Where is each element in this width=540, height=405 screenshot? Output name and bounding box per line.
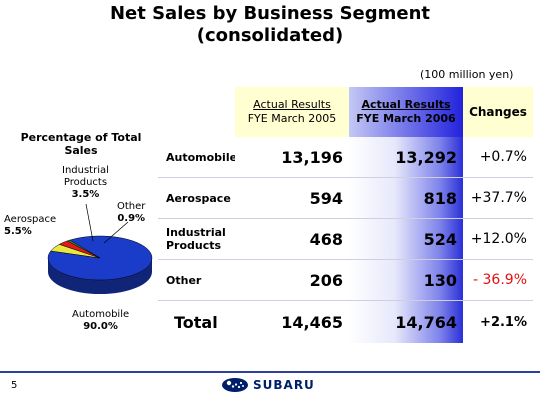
value-fy2005: 13,196 xyxy=(235,137,349,177)
segment-label: Industrial Products xyxy=(166,226,226,252)
header-fy2006: Actual Results FYE March 2006 xyxy=(349,87,463,137)
brand-name: SUBARU xyxy=(253,378,315,392)
total-fy2005: 14,465 xyxy=(235,301,349,343)
value-fy2005: 468 xyxy=(235,219,349,259)
pie-leader-line xyxy=(85,203,94,242)
table-row-automobile: Automobile 13,196 13,292 +0.7% xyxy=(158,137,533,177)
table-row-other: Other 206 130 - 36.9% xyxy=(158,260,533,300)
header-changes: Changes xyxy=(463,87,533,137)
pie-label-aerospace: Aerospace 5.5% xyxy=(4,214,57,237)
table-row-aerospace: Aerospace 594 818 +37.7% xyxy=(158,178,533,218)
value-fy2006: 13,292 xyxy=(349,137,463,177)
table-row-industrial-products: Industrial Products 468 524 +12.0% xyxy=(158,219,533,259)
pie-side-automobile xyxy=(48,258,152,294)
sales-table: Actual Results FYE March 2005 Actual Res… xyxy=(158,87,533,343)
row-divider xyxy=(158,218,533,219)
pie-label-automobile: Automobile 90.0% xyxy=(72,309,130,332)
footer-divider xyxy=(0,371,540,373)
title-line-2: (consolidated) xyxy=(196,25,344,46)
segment-label: Automobile xyxy=(166,150,238,164)
pie-title: Percentage of Total Sales xyxy=(20,131,142,157)
segment-label: Other xyxy=(166,273,202,287)
page-number: 5 xyxy=(11,380,18,391)
subaru-stars-icon xyxy=(222,378,248,392)
pie-label-other: Other 0.9% xyxy=(117,201,146,224)
value-fy2006: 130 xyxy=(349,260,463,300)
page-title: Net Sales by Business Segment (consolida… xyxy=(0,3,540,47)
row-divider xyxy=(158,177,533,178)
total-label: Total xyxy=(174,312,218,332)
subaru-logo: SUBARU xyxy=(221,377,315,393)
row-divider xyxy=(158,300,533,301)
value-fy2006: 524 xyxy=(349,219,463,259)
value-change: - 36.9% xyxy=(473,272,527,288)
row-divider xyxy=(158,259,533,260)
title-line-1: Net Sales by Business Segment xyxy=(109,3,431,24)
table-row-total: Total 14,465 14,764 +2.1% xyxy=(158,301,533,343)
unit-note: (100 million yen) xyxy=(420,68,514,81)
value-fy2005: 594 xyxy=(235,178,349,218)
value-fy2006: 818 xyxy=(349,178,463,218)
value-change: +37.7% xyxy=(470,190,527,206)
pie-leader-line xyxy=(103,221,129,244)
value-fy2005: 206 xyxy=(235,260,349,300)
value-change: +0.7% xyxy=(479,149,527,165)
total-fy2006: 14,764 xyxy=(349,301,463,343)
segment-label: Aerospace xyxy=(166,191,231,205)
value-change: +12.0% xyxy=(470,231,527,247)
pie-slice-other xyxy=(66,239,101,259)
total-change: +2.1% xyxy=(480,314,527,330)
header-fy2005: Actual Results FYE March 2005 xyxy=(235,87,349,137)
pie-label-industrial-products: Industrial Products 3.5% xyxy=(62,165,109,200)
